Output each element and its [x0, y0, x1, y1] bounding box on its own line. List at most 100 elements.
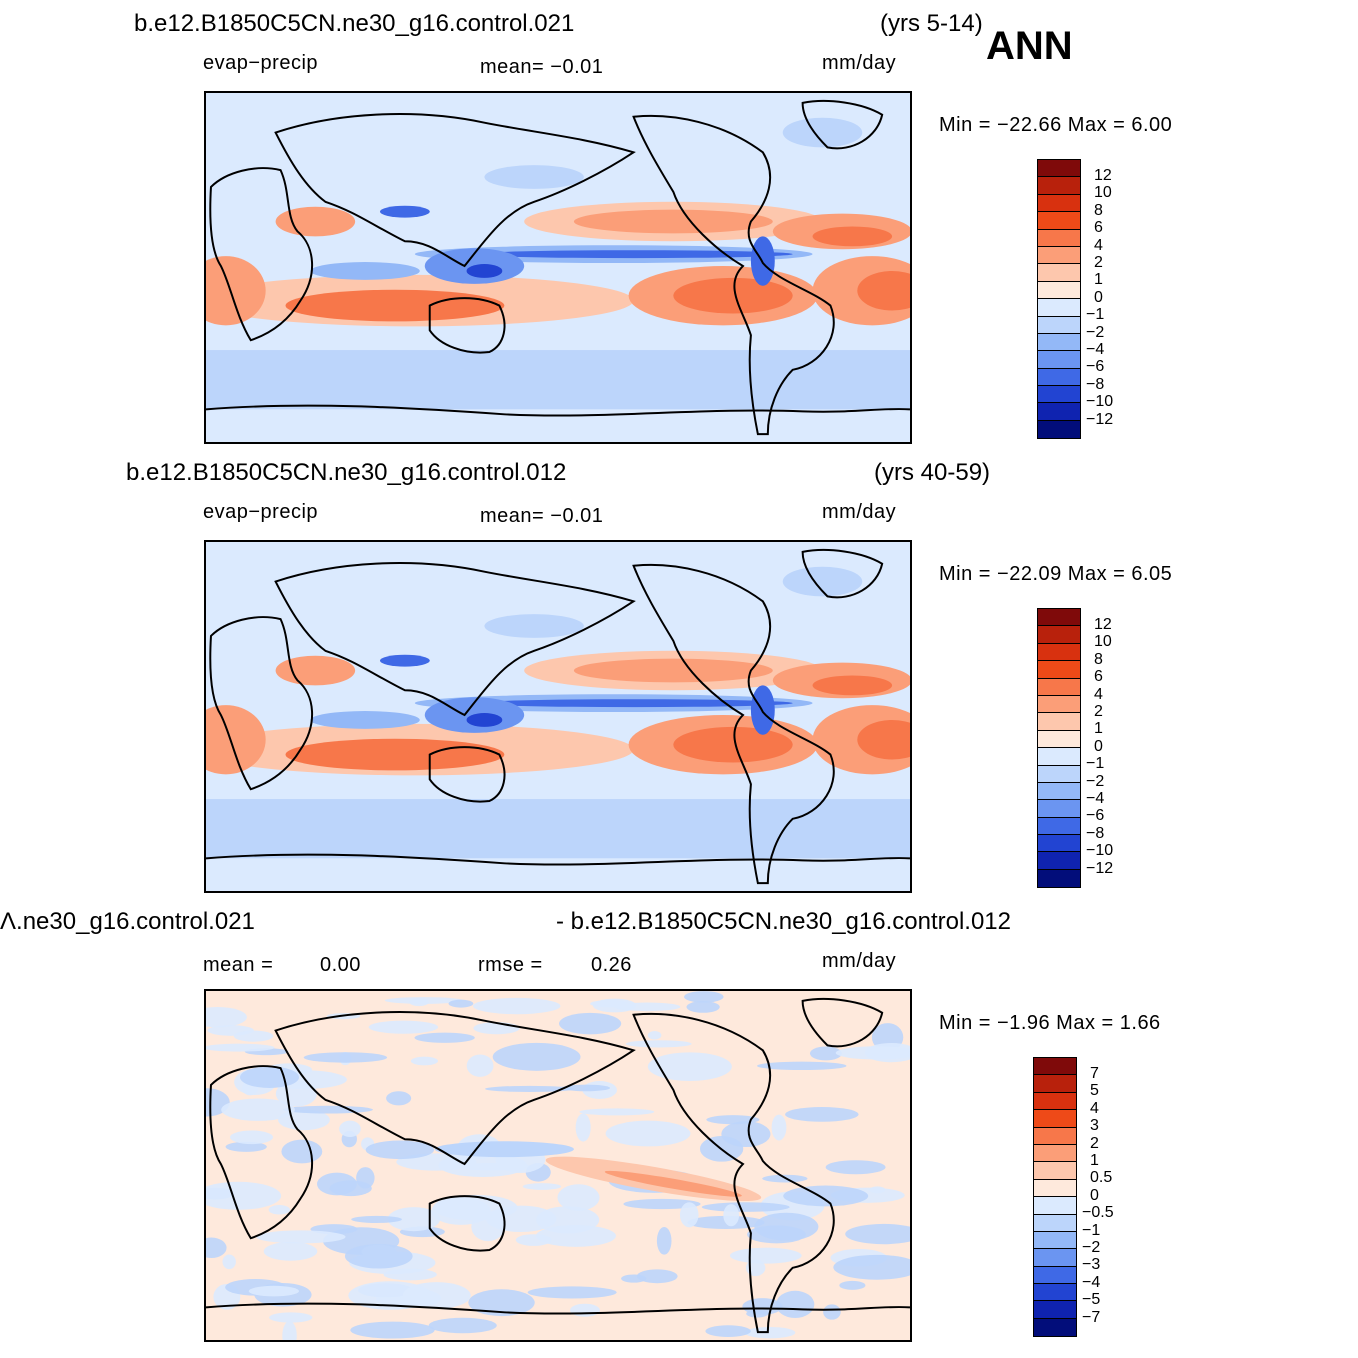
panel2-map [204, 540, 912, 893]
colorbar-tick-label: −5 [1082, 1291, 1101, 1309]
colorbar-swatch [1034, 1127, 1076, 1145]
colorbar-swatch [1038, 643, 1080, 662]
colorbar-swatch [1038, 368, 1080, 387]
colorbar-swatch [1038, 386, 1080, 404]
colorbar-tick-label: −4 [1082, 1273, 1101, 1291]
colorbar-tick-label: −2 [1086, 772, 1105, 790]
colorbar-tick-label: 0 [1094, 737, 1103, 755]
colorbar-tick-label: 4 [1090, 1099, 1099, 1117]
colorbar-tick-label: 12 [1094, 167, 1112, 184]
colorbar-tick-label: 12 [1094, 616, 1112, 633]
panel1-colorbar [1037, 159, 1081, 440]
colorbar-swatch [1038, 194, 1080, 213]
panel1-map [204, 91, 912, 444]
colorbar-tick-label: 2 [1094, 703, 1103, 720]
colorbar-tick-label: 0.5 [1090, 1169, 1113, 1187]
colorbar-tick-label: −4 [1086, 790, 1105, 807]
colorbar-tick-label: −1 [1086, 755, 1105, 773]
colorbar-swatch [1034, 1266, 1076, 1285]
colorbar-swatch [1034, 1249, 1076, 1267]
colorbar-swatch [1038, 403, 1080, 421]
panel3-case-title: Ʌ.ne30_g16.control.021 [0, 908, 255, 935]
panel3-mean-label: mean = [203, 954, 274, 976]
colorbar-tick-label: 6 [1094, 668, 1103, 686]
panel3-map [204, 989, 912, 1342]
panel2-variable-label: evap−precip [203, 501, 319, 523]
colorbar-swatch [1034, 1092, 1076, 1111]
colorbar-tick-label: −0.5 [1082, 1204, 1114, 1222]
colorbar-tick-label: 8 [1094, 201, 1103, 219]
colorbar-swatch [1034, 1179, 1076, 1198]
panel3-colorbar [1033, 1057, 1077, 1338]
colorbar-tick-label: 0 [1090, 1186, 1099, 1204]
colorbar-swatch [1038, 177, 1080, 195]
panel1-units: mm/day [822, 52, 897, 74]
colorbar-swatch [1038, 852, 1080, 870]
colorbar-swatch [1034, 1214, 1076, 1232]
panel3-units: mm/day [822, 950, 897, 972]
colorbar-tick-label: −7 [1082, 1308, 1101, 1326]
colorbar-swatch [1038, 299, 1080, 317]
colorbar-tick-label: 10 [1094, 633, 1112, 651]
colorbar-tick-label: −1 [1086, 306, 1105, 324]
panel3-rmse-value: 0.26 [591, 954, 632, 976]
panel3-case-title-right: - b.e12.B1850C5CN.ne30_g16.control.012 [556, 908, 1011, 935]
colorbar-swatch [1038, 713, 1080, 731]
colorbar-swatch [1038, 765, 1080, 783]
world-map [206, 93, 910, 442]
colorbar-tick-label: 2 [1090, 1134, 1099, 1152]
colorbar-swatch [1038, 316, 1080, 334]
colorbar-swatch [1034, 1162, 1076, 1180]
colorbar-swatch [1038, 817, 1080, 836]
panel2-minmax: Min = −22.09 Max = 6.05 [939, 563, 1173, 585]
colorbar-tick-label: 4 [1094, 685, 1103, 703]
colorbar-swatch [1038, 835, 1080, 853]
colorbar-swatch [1038, 212, 1080, 230]
colorbar-tick-label: −8 [1086, 824, 1105, 842]
colorbar-swatch [1038, 626, 1080, 644]
colorbar-tick-label: −4 [1086, 341, 1105, 358]
colorbar-swatch [1038, 661, 1080, 679]
colorbar-swatch [1034, 1318, 1076, 1337]
colorbar-tick-label: −2 [1086, 323, 1105, 341]
colorbar-swatch [1038, 246, 1080, 265]
colorbar-tick-label: 7 [1090, 1065, 1099, 1082]
panel3-minmax: Min = −1.96 Max = 1.66 [939, 1012, 1161, 1034]
colorbar-swatch [1038, 420, 1080, 439]
colorbar-swatch [1038, 333, 1080, 352]
colorbar-tick-label: −8 [1086, 375, 1105, 393]
panel2-mean-label: mean= −0.01 [480, 505, 604, 527]
colorbar-swatch [1034, 1110, 1076, 1128]
season-label: ANN [986, 24, 1073, 68]
panel3-mean-value: 0.00 [320, 954, 361, 976]
world-map [206, 991, 910, 1340]
panel2-case-title: b.e12.B1850C5CN.ne30_g16.control.012 [126, 459, 567, 486]
colorbar-tick-label: 8 [1094, 650, 1103, 668]
panel3-rmse-label: rmse = [478, 954, 543, 976]
colorbar-tick-label: 6 [1094, 219, 1103, 237]
colorbar-swatch [1034, 1301, 1076, 1319]
colorbar-tick-label: −12 [1086, 859, 1114, 877]
colorbar-swatch [1034, 1197, 1076, 1215]
panel1-minmax: Min = −22.66 Max = 6.00 [939, 114, 1173, 136]
colorbar-tick-label: −2 [1082, 1239, 1101, 1256]
colorbar-tick-label: 10 [1094, 184, 1112, 202]
colorbar-swatch [1038, 695, 1080, 714]
colorbar-tick-label: 1 [1094, 720, 1103, 738]
colorbar-tick-label: 4 [1094, 236, 1103, 254]
colorbar-swatch [1034, 1284, 1076, 1302]
colorbar-tick-label: 1 [1094, 271, 1103, 289]
colorbar-tick-label: −12 [1086, 410, 1114, 428]
colorbar-swatch [1034, 1231, 1076, 1250]
panel1-case-title: b.e12.B1850C5CN.ne30_g16.control.021 [134, 10, 575, 37]
panel1-years: (yrs 5-14) [880, 10, 983, 37]
colorbar-tick-label: −6 [1086, 807, 1105, 825]
colorbar-tick-label: 1 [1090, 1152, 1099, 1169]
colorbar-tick-label: −10 [1086, 842, 1114, 860]
colorbar-swatch [1034, 1144, 1076, 1163]
colorbar-tick-label: 2 [1094, 254, 1103, 271]
colorbar-tick-label: 5 [1090, 1082, 1099, 1100]
colorbar-swatch [1034, 1075, 1076, 1093]
colorbar-swatch [1038, 678, 1080, 696]
colorbar-swatch [1038, 229, 1080, 247]
